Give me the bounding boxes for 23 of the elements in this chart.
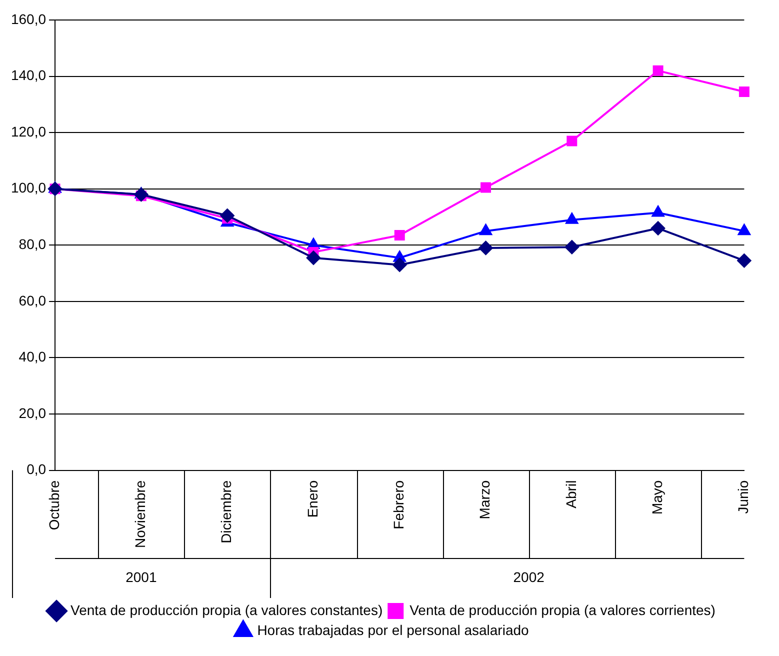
legend-label: Horas trabajadas por el personal asalariado	[257, 622, 530, 638]
legend-label: Venta de producción propia (a valores corrientes)	[410, 602, 716, 618]
x-tick-label: Abril	[562, 480, 579, 508]
x-tick-label: Marzo	[476, 480, 493, 520]
x-tick-label: Enero	[304, 480, 320, 518]
x-tick-label: Noviembre	[132, 480, 148, 548]
y-tick-label: 160,0	[10, 10, 46, 27]
y-tick-label: 80,0	[18, 236, 46, 252]
x-tick-label: Febrero	[390, 480, 406, 530]
text: 2001	[126, 568, 157, 585]
x-tick-label: Junio	[735, 480, 752, 514]
x-tick-label: Mayo	[648, 480, 665, 515]
legend-label: Venta de producción propia (a valores constantes)	[70, 602, 383, 618]
y-tick-label: 0,0	[26, 461, 46, 478]
y-tick-label: 20,0	[18, 404, 46, 421]
text: 2002	[513, 568, 545, 585]
y-tick-label: 140,0	[10, 67, 46, 84]
y-tick-label: 100,0	[10, 180, 46, 196]
x-tick-label: Octubre	[46, 480, 62, 530]
y-tick-label: 40,0	[18, 348, 46, 365]
y-tick-label: 60,0	[18, 292, 46, 308]
x-tick-label: Diciembre	[218, 480, 234, 544]
y-tick-label: 120,0	[10, 123, 46, 140]
